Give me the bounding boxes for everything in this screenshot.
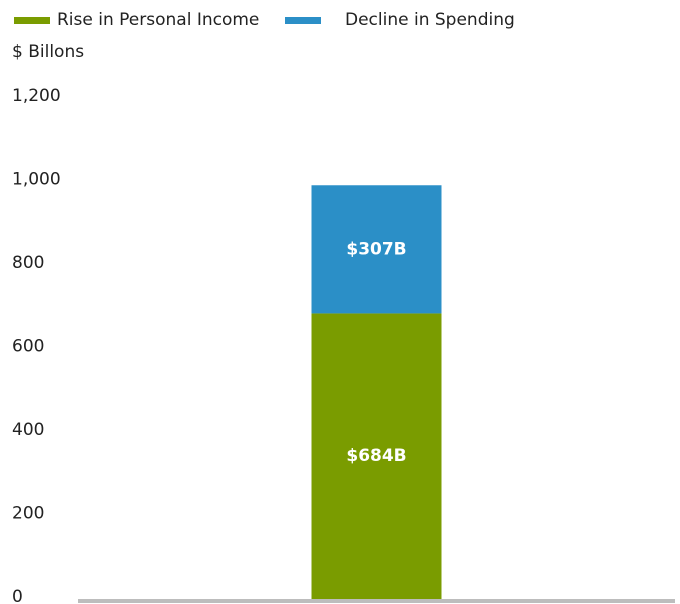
y-tick-label: 800 — [12, 253, 44, 273]
value-label: $307B — [346, 239, 406, 259]
y-tick-label: 600 — [12, 337, 44, 357]
bar-segment — [311, 185, 442, 314]
legend-label: Decline in Spending — [345, 10, 515, 30]
legend-swatch — [285, 17, 321, 24]
y-tick-label: 1,200 — [12, 86, 61, 106]
legend-label: Rise in Personal Income — [57, 10, 259, 30]
y-axis-label: $ Billons — [12, 42, 84, 62]
y-tick-label: 200 — [12, 504, 44, 524]
bar-segment — [311, 313, 442, 599]
legend-swatch — [14, 17, 50, 24]
y-tick-label: 0 — [12, 587, 23, 604]
value-label: $684B — [346, 446, 406, 466]
y-tick-label: 1,000 — [12, 170, 61, 190]
y-tick-label: 400 — [12, 420, 44, 440]
